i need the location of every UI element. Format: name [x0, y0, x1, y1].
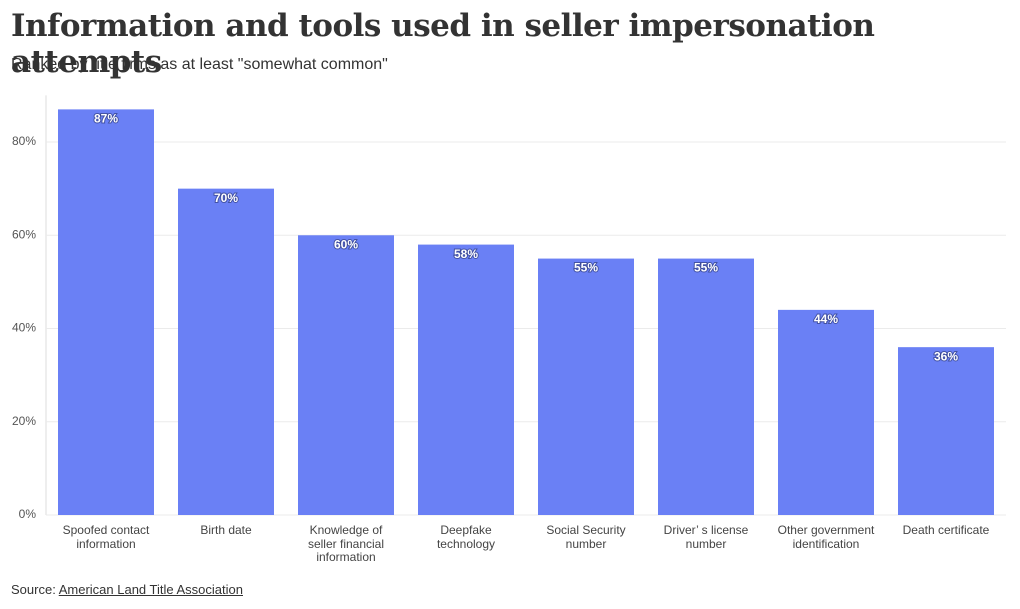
y-tick-label: 20%: [12, 414, 36, 428]
x-tick-label: Spoofed contact information: [62, 523, 150, 551]
value-label: 70%: [214, 191, 238, 205]
bar: [538, 258, 634, 515]
chart-title: Information and tools used in seller imp…: [11, 8, 875, 80]
value-label: 87%: [94, 112, 118, 126]
value-label: 36%: [934, 349, 958, 363]
value-label: 58%: [454, 247, 478, 261]
bar: [658, 258, 754, 515]
source-label: Source:: [11, 582, 56, 597]
bar: [58, 109, 154, 516]
chart-subtitle: Ranked by title firms as at least "somew…: [11, 56, 388, 73]
y-tick-label: 60%: [12, 227, 36, 241]
bar: [898, 347, 994, 515]
bar: [178, 188, 274, 515]
x-tick-label: Knowledge of seller financial informatio…: [307, 523, 385, 564]
bar: [778, 309, 874, 515]
source: Source: American Land Title Association: [11, 582, 243, 597]
value-label: 55%: [694, 261, 718, 275]
x-tick-label: Birth date: [200, 523, 252, 537]
bar: [418, 244, 514, 515]
x-tick-label: Social Security number: [546, 523, 626, 551]
y-tick-label: 0%: [19, 507, 37, 521]
y-tick-label: 80%: [12, 134, 36, 148]
x-tick-label: Other government identification: [777, 523, 875, 551]
value-label: 55%: [574, 261, 598, 275]
value-label: 60%: [334, 237, 358, 251]
source-link[interactable]: American Land Title Association: [58, 582, 243, 597]
bar: [298, 235, 394, 515]
x-tick-label: Driver’ s license number: [663, 523, 749, 551]
x-tick-label: Death certificate: [902, 523, 990, 537]
x-tick-label: Deepfake technology: [436, 523, 496, 551]
y-tick-label: 40%: [12, 321, 36, 335]
value-label: 44%: [814, 312, 838, 326]
